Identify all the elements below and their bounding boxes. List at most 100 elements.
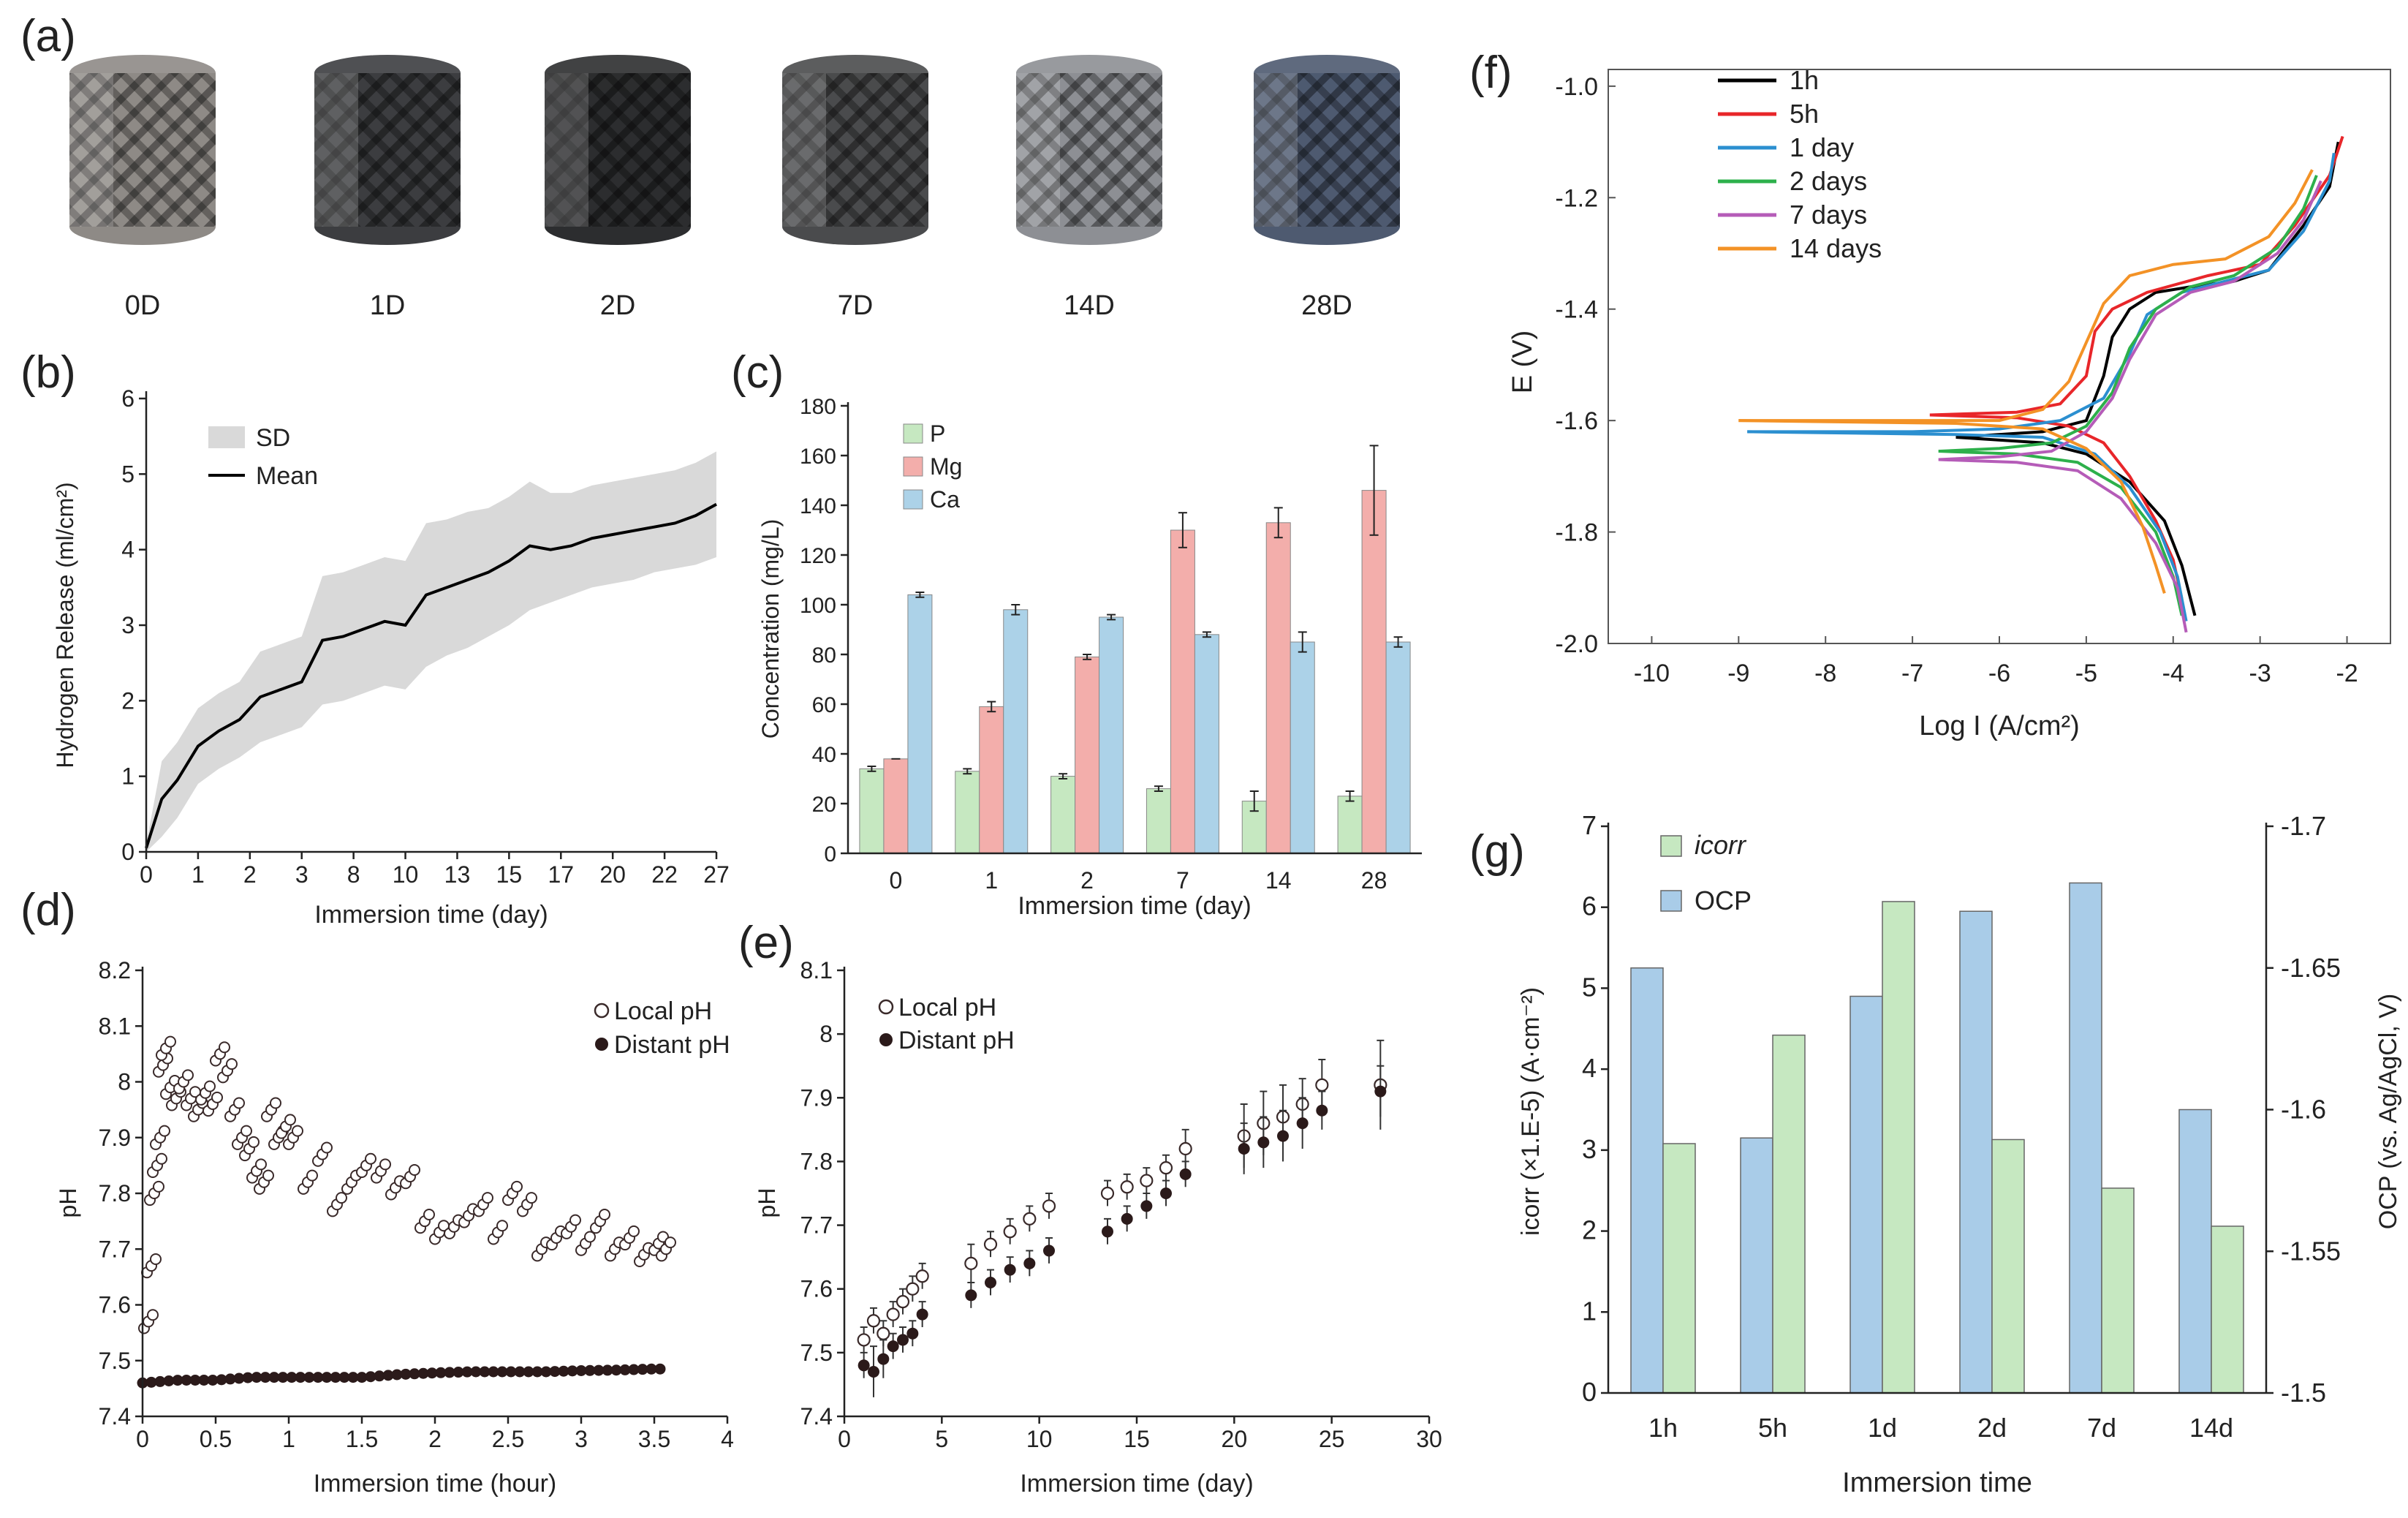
bar-ocp-7d [2069,882,2102,1394]
distant-ph-point [868,1366,879,1378]
bar-icorr-5h [1772,1034,1806,1394]
scaffold-label-1d: 1D [370,290,406,321]
x-tick-label: 13 [444,861,471,888]
scaffold-photo-0d [69,55,216,245]
legend-label-0: 1h [1790,65,1819,95]
legend-label-2: 1 day [1790,132,1854,162]
y-tick-label: 0 [824,842,836,866]
distant-ph-point [1257,1136,1270,1149]
y-tick-label: 8 [118,1069,131,1095]
g-x-tick-label: 1h [1648,1413,1678,1443]
local-ph-point [1023,1212,1037,1226]
bar-ca-28 [1385,641,1411,854]
bar-icorr-2d [1991,1138,2025,1394]
legend-label-ca: Ca [930,486,960,513]
bar-ocp-2d [1959,910,1993,1394]
local-ph-point [284,1114,296,1126]
y-tick-label: 7.5 [800,1340,833,1366]
local-ph-point [964,1256,978,1270]
f-x-tick-label: -9 [1727,660,1749,687]
scaffold-lattice [1016,73,1162,227]
tafel-anodic-4 [1938,180,2322,461]
distant-ph-point [1179,1168,1192,1180]
bar-p-2 [1050,776,1076,854]
x-tick-label: 25 [1319,1426,1345,1452]
legend-marker-distant [595,1038,608,1051]
x-tick-label: 15 [1124,1426,1150,1452]
y-tick-label: 7.6 [99,1292,131,1318]
tafel-cathodic-2 [1747,430,2188,622]
local-ph-point [423,1208,435,1220]
g-y-right-axis-label: OCP (vs. Ag/AgCl, V) [2374,994,2402,1229]
legend-label-5: 14 days [1790,233,1882,263]
local-ph-point [270,1097,281,1109]
distant-ph-point [906,1327,919,1340]
local-ph-point [1159,1161,1173,1175]
bar-mg-0 [883,758,909,854]
y-tick-label: 5 [121,461,135,487]
scaffold-highlight [314,73,358,227]
y-tick-label: 1 [1582,1296,1597,1326]
g-x-axis-label: Immersion time [1842,1468,2032,1498]
c-x-tick-label: 1 [985,867,998,894]
y-tick-label: 7.9 [99,1125,131,1151]
scaffold-label-14d: 14D [1064,290,1115,321]
legend-swatch-icorr [1660,835,1682,857]
panel-letter-f: (f) [1469,48,1512,98]
local-ph-point [628,1225,640,1237]
legend-label-3: 2 days [1790,166,1867,196]
legend-label-distant: Distant pH [898,1027,1015,1054]
y-tick-label: 8.1 [99,1013,131,1039]
local-ph-point [204,1080,216,1092]
x-tick-label: 10 [1026,1426,1053,1452]
distant-ph-point [985,1277,996,1288]
x-tick-label: 4 [721,1426,734,1452]
y-tick-label: 2 [121,687,135,714]
tafel-anodic-3 [1938,175,2318,453]
y-tick-label: 3 [1582,1134,1597,1164]
bar-mg-14 [1265,522,1291,854]
bar-p-0 [859,768,885,854]
y-tick-label: 160 [800,445,836,469]
y-tick-label: 140 [800,494,836,518]
legend-label-mean: Mean [256,462,318,490]
local-ph-point [1315,1078,1329,1092]
f-y-tick-label: -1.2 [1555,184,1598,212]
f-x-tick-label: -10 [1634,660,1670,687]
x-tick-label: 2.5 [492,1426,524,1452]
c-x-tick-label: 0 [890,867,903,894]
bar-ca-7 [1194,634,1219,854]
c-y-axis-label: Concentration (mg/L) [757,519,784,739]
x-tick-label: 1 [282,1426,295,1452]
legend-label-1: 5h [1790,99,1819,129]
g-x-tick-label: 1d [1868,1413,1897,1443]
f-x-tick-label: -8 [1814,660,1836,687]
scaffold-highlight [1016,73,1060,227]
tafel-anodic-2 [1747,153,2336,434]
x-tick-label: 20 [599,861,626,888]
bar-p-7 [1146,788,1171,854]
scaffold-highlight [1254,73,1298,227]
local-ph-point [336,1192,347,1204]
bar-p-28 [1337,796,1363,854]
f-x-axis-label: Log I (A/cm²) [1919,711,2080,741]
bar-ca-1 [1003,609,1029,854]
local-ph-point [379,1158,391,1171]
legend-label-local: Local pH [898,994,996,1022]
e-x-axis-label: Immersion time (day) [1020,1470,1253,1498]
local-ph-point [877,1326,890,1340]
legend-label-distant: Distant pH [614,1031,730,1059]
y-tick-label: 40 [812,743,836,767]
e-y-axis-label: pH [754,1188,780,1218]
y-tick-label: 7.5 [99,1348,131,1374]
legend-label-mg: Mg [930,453,962,480]
scaffold-lattice [314,73,461,227]
y-tick-label: 80 [812,643,836,668]
local-ph-point [153,1180,164,1193]
panel-letter-c: (c) [731,347,784,398]
distant-ph-point [654,1363,666,1375]
y-tick-label: 7.7 [800,1212,833,1239]
f-y-axis-label: E (V) [1507,331,1538,394]
local-ph-point [896,1295,910,1309]
